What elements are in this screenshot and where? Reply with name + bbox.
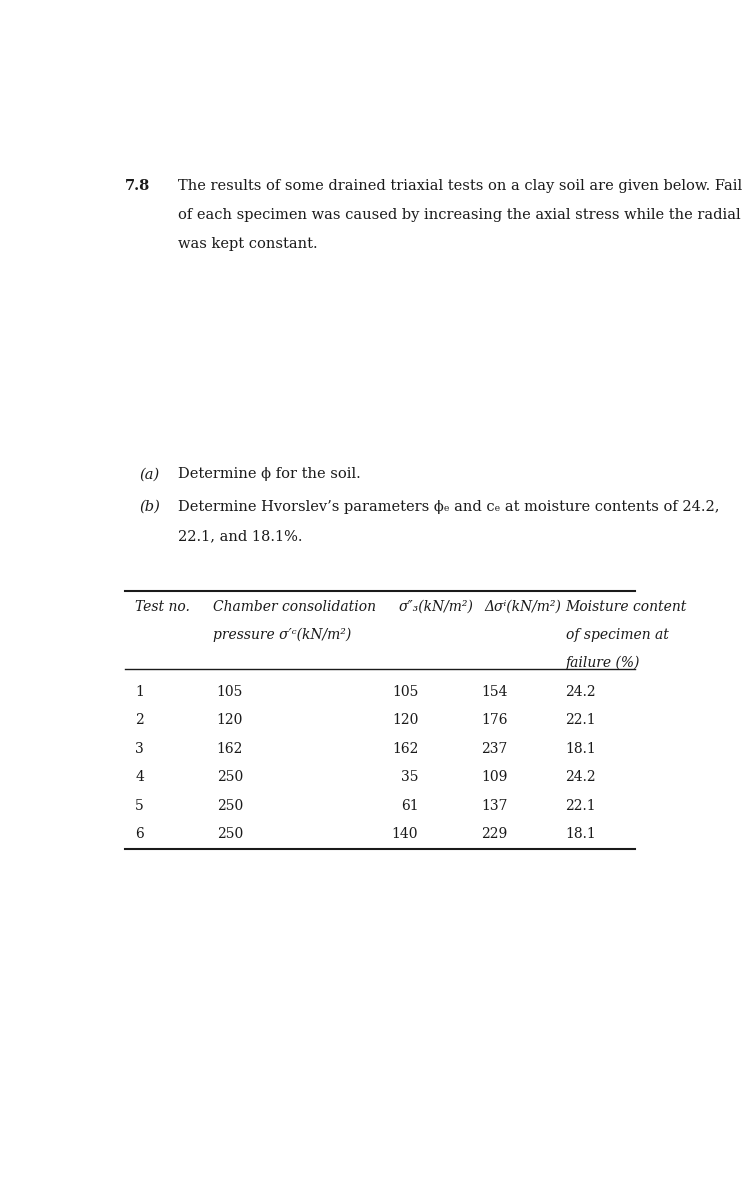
Text: 6: 6 xyxy=(135,827,144,841)
Text: 162: 162 xyxy=(217,742,243,756)
Text: 3: 3 xyxy=(135,742,144,756)
Text: 176: 176 xyxy=(481,713,508,727)
Text: 22.1, and 18.1%.: 22.1, and 18.1%. xyxy=(178,529,303,542)
Text: (b): (b) xyxy=(139,499,160,514)
Text: 137: 137 xyxy=(481,798,508,812)
Text: 250: 250 xyxy=(217,827,243,841)
Text: σ″₃(kN/m²): σ″₃(kN/m²) xyxy=(399,600,473,614)
Text: 120: 120 xyxy=(217,713,243,727)
Text: 22.1: 22.1 xyxy=(565,798,596,812)
Text: 105: 105 xyxy=(392,684,418,698)
Text: (a): (a) xyxy=(139,467,160,481)
Text: 109: 109 xyxy=(481,770,508,784)
Text: Δσⁱ(kN/m²): Δσⁱ(kN/m²) xyxy=(484,600,561,614)
Text: 24.2: 24.2 xyxy=(565,684,596,698)
Text: Test no.: Test no. xyxy=(135,600,190,614)
Text: 24.2: 24.2 xyxy=(565,770,596,784)
Text: pressure σ′ᶜ(kN/m²): pressure σ′ᶜ(kN/m²) xyxy=(213,628,351,642)
Text: failure (%): failure (%) xyxy=(565,655,640,670)
Text: 162: 162 xyxy=(392,742,418,756)
Text: 229: 229 xyxy=(481,827,508,841)
Text: 22.1: 22.1 xyxy=(565,713,596,727)
Text: 5: 5 xyxy=(135,798,144,812)
Text: 4: 4 xyxy=(135,770,144,784)
Text: 1: 1 xyxy=(135,684,144,698)
Text: of each specimen was caused by increasing the axial stress while the radial stre: of each specimen was caused by increasin… xyxy=(178,208,742,222)
Text: 250: 250 xyxy=(217,798,243,812)
Text: 140: 140 xyxy=(392,827,418,841)
Text: Determine Hvorslev’s parameters ϕₑ and cₑ at moisture contents of 24.2,: Determine Hvorslev’s parameters ϕₑ and c… xyxy=(178,499,720,514)
Text: Moisture content: Moisture content xyxy=(565,600,687,614)
Text: 2: 2 xyxy=(135,713,144,727)
Text: Determine ϕ for the soil.: Determine ϕ for the soil. xyxy=(178,467,361,481)
Text: was kept constant.: was kept constant. xyxy=(178,238,318,251)
Text: 35: 35 xyxy=(401,770,418,784)
Text: 7.8: 7.8 xyxy=(125,179,151,193)
Text: The results of some drained triaxial tests on a clay soil are given below. Failu: The results of some drained triaxial tes… xyxy=(178,179,742,193)
Text: Chamber consolidation: Chamber consolidation xyxy=(213,600,376,614)
Text: 61: 61 xyxy=(401,798,418,812)
Text: 154: 154 xyxy=(481,684,508,698)
Text: 105: 105 xyxy=(217,684,243,698)
Text: 18.1: 18.1 xyxy=(565,827,597,841)
Text: 120: 120 xyxy=(392,713,418,727)
Text: 237: 237 xyxy=(481,742,508,756)
Text: 18.1: 18.1 xyxy=(565,742,597,756)
Text: of specimen at: of specimen at xyxy=(565,628,669,642)
Text: 250: 250 xyxy=(217,770,243,784)
